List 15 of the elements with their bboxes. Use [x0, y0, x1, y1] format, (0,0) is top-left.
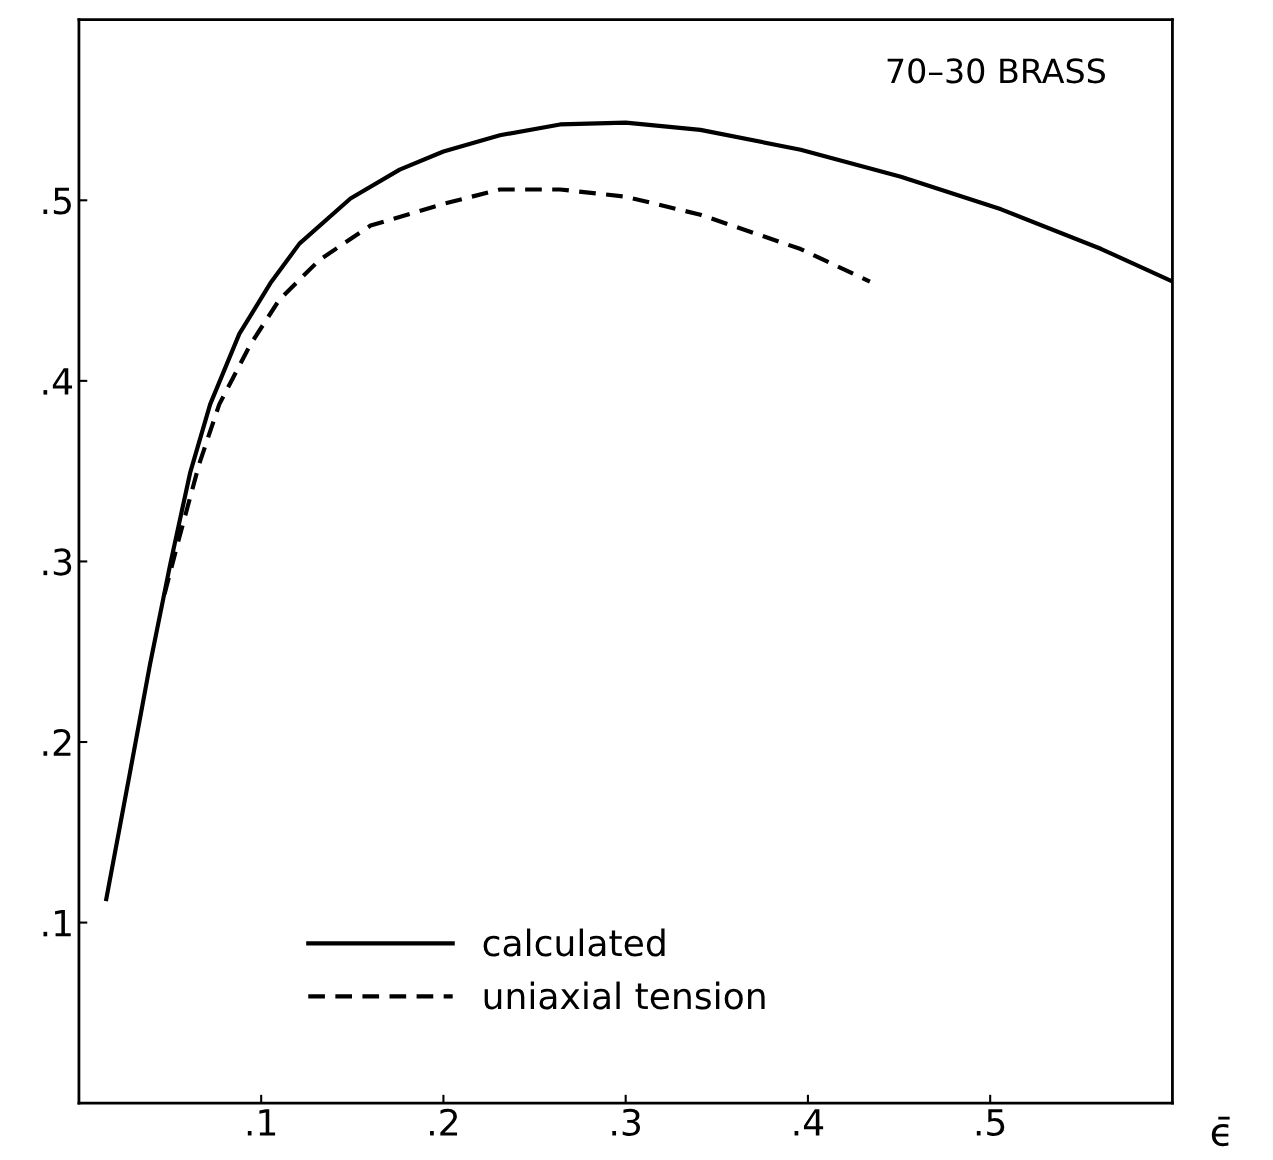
y-tick-label: .3 [43, 548, 72, 576]
x-tick-label: .3 [612, 1108, 641, 1136]
annotation: 70–30 BRASS [887, 58, 1105, 84]
x-tick-label: .4 [794, 1109, 824, 1136]
line-series [162, 187, 872, 597]
y-tick-label: .2 [43, 728, 71, 756]
x-tick-label: .1 [247, 1109, 276, 1136]
y-tick-label: .4 [43, 368, 73, 395]
legend-label: uniaxial tension [484, 981, 765, 1010]
y-tick-label: .5 [43, 187, 71, 215]
x-tick-label: .2 [430, 1108, 458, 1136]
legend-label: calculated [483, 928, 665, 957]
x-tick-label: .5 [976, 1109, 1005, 1136]
x-axis-title: ϵ̄ [1211, 1116, 1230, 1147]
y-tick-label: .1 [43, 909, 71, 937]
